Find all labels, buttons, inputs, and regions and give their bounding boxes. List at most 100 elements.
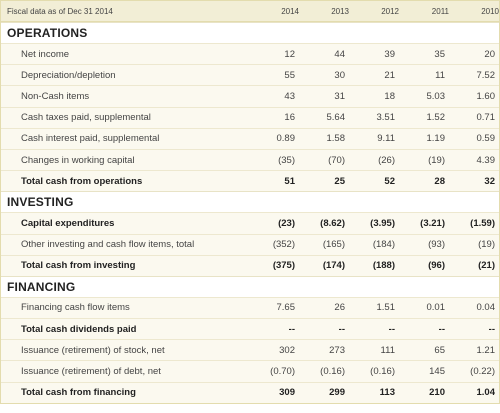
row-value-2013: 26 [334, 302, 345, 314]
row-value-2010: 0.59 [476, 133, 496, 145]
row-value-2014: (352) [272, 239, 295, 251]
row-value-2010: 32 [484, 175, 495, 187]
table-row: Total cash from financing 309 299 113 210 1.0… [1, 381, 499, 403]
row-value-2013: (70) [328, 154, 345, 166]
row-value-2012: 21 [384, 69, 395, 81]
row-value-2014: 309 [279, 387, 295, 399]
row-value-2011: 5.03 [426, 90, 446, 102]
row-label: Total cash from investing [21, 260, 136, 272]
table-row: Total cash dividends paid -- -- -- -- -- [1, 318, 499, 340]
row-value-2014: 43 [284, 90, 295, 102]
row-value-2011: 1.52 [426, 112, 446, 124]
row-value-2010: 0.04 [476, 302, 496, 314]
row-value-2014: (375) [272, 260, 295, 272]
table-row: Issuance (retirement) of debt, net (0.70)… [1, 360, 499, 382]
row-value-2014: 7.65 [276, 302, 296, 314]
table-row: Non-Cash items 43 31 18 5.03 1.60 [1, 85, 499, 107]
table-row: Cash interest paid, supplemental 0.89 1.58… [1, 127, 499, 149]
row-value-2013: 30 [334, 69, 345, 81]
row-value-2012: (0.16) [370, 366, 395, 378]
row-value-2011: (19) [428, 154, 445, 166]
row-value-2013: 5.64 [326, 112, 346, 124]
section-title: OPERATIONS [7, 26, 88, 40]
row-value-2012: 111 [380, 344, 395, 356]
row-value-2010: (19) [478, 239, 495, 251]
row-value-2012: 3.51 [376, 112, 396, 124]
row-label: Issuance (retirement) of debt, net [21, 366, 161, 378]
row-value-2012: 9.11 [377, 133, 395, 145]
row-label: Total cash from operations [21, 175, 143, 187]
row-label: Total cash dividends paid [21, 323, 137, 335]
row-value-2011: (3.21) [420, 217, 445, 229]
row-value-2014: 12 [284, 48, 295, 60]
row-value-2012: 52 [384, 175, 395, 187]
row-value-2012: 113 [379, 387, 395, 399]
row-value-2014: 55 [284, 69, 295, 81]
row-label: Financing cash flow items [21, 302, 130, 314]
section-header-financing: FINANCING [1, 275, 499, 297]
row-value-2010: 0.71 [476, 112, 496, 124]
row-label: Capital expenditures [21, 217, 115, 229]
table-header: Fiscal data as of Dec 31 2014 2014 2013 … [0, 0, 500, 22]
table-row: Financing cash flow items 7.65 26 1.51 0.01 0… [1, 296, 499, 319]
row-label: Net income [21, 48, 70, 60]
row-value-2013: 25 [334, 175, 345, 187]
row-value-2013: 1.58 [326, 133, 346, 145]
row-value-2011: 11 [435, 69, 445, 81]
year-2014-header: 2014 [281, 6, 299, 16]
row-value-2010: 1.04 [476, 387, 496, 399]
row-value-2012: 1.51 [376, 302, 396, 314]
table-row: Cash taxes paid, supplemental 16 5.64 3.51 1… [1, 106, 499, 128]
row-value-2014: 51 [284, 175, 295, 187]
row-value-2013: (0.16) [320, 366, 345, 378]
year-2012-header: 2012 [381, 6, 399, 16]
row-value-2011: 1.19 [426, 133, 446, 145]
row-value-2014: (0.70) [270, 366, 295, 378]
row-value-2012: (184) [372, 239, 395, 251]
row-value-2011: (96) [428, 260, 445, 272]
section-title: INVESTING [7, 195, 74, 210]
row-value-2012: -- [388, 323, 395, 335]
year-2010-header: 2010 [481, 6, 499, 16]
row-value-2012: 39 [384, 48, 395, 60]
row-value-2013: (174) [322, 260, 345, 272]
table-body: OPERATIONS Net income 12 44 39 35 20 Depreciati… [0, 22, 500, 404]
table-row: Net income 12 44 39 35 20 [1, 43, 499, 65]
row-value-2014: 302 [279, 344, 295, 356]
row-value-2011: -- [438, 323, 445, 335]
table-row: Changes in working capital (35) (70) (26) (1… [1, 148, 499, 171]
row-value-2012: 18 [384, 90, 395, 102]
row-value-2013: -- [338, 323, 345, 335]
row-value-2010: 7.52 [476, 69, 496, 81]
row-value-2013: 299 [329, 387, 345, 399]
row-value-2010: (1.59) [470, 217, 495, 229]
row-value-2011: 210 [429, 387, 445, 399]
table-row: Capital expenditures (23) (8.62) (3.95) (3.2… [1, 212, 499, 234]
row-label: Cash interest paid, supplemental [21, 133, 160, 145]
row-value-2014: 16 [284, 112, 295, 124]
row-label: Cash taxes paid, supplemental [21, 112, 151, 124]
row-value-2011: 145 [429, 366, 445, 378]
row-value-2014: -- [288, 323, 295, 335]
row-value-2014: (23) [278, 217, 295, 229]
row-label: Issuance (retirement) of stock, net [21, 344, 165, 356]
row-value-2013: 31 [334, 90, 345, 102]
row-value-2013: 273 [329, 344, 345, 356]
section-header-operations: OPERATIONS [1, 22, 499, 43]
row-value-2011: 65 [434, 344, 445, 356]
row-label: Depreciation/depletion [21, 69, 116, 81]
row-label: Changes in working capital [21, 154, 135, 166]
table-row: Total cash from operations 51 25 52 28 32 [1, 170, 499, 192]
row-value-2012: (188) [372, 260, 395, 272]
row-value-2010: 1.60 [476, 90, 496, 102]
row-value-2011: 0.01 [426, 302, 446, 314]
row-label: Non-Cash items [21, 90, 90, 102]
row-value-2013: (165) [322, 239, 345, 251]
fiscal-date-label: Fiscal data as of Dec 31 2014 [7, 6, 113, 16]
year-2013-header: 2013 [331, 6, 349, 16]
row-value-2014: (35) [278, 154, 295, 166]
row-value-2011: 35 [434, 48, 445, 60]
row-value-2010: (21) [478, 260, 495, 272]
section-header-investing: INVESTING [1, 191, 499, 213]
